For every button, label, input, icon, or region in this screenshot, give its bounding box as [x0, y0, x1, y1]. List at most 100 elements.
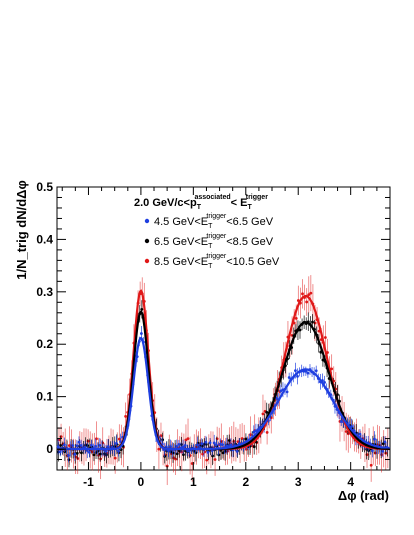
data-point	[87, 450, 91, 454]
data-point	[235, 449, 239, 453]
data-point	[67, 454, 70, 457]
data-point	[161, 438, 165, 442]
data-point	[174, 457, 177, 461]
data-point	[381, 449, 385, 453]
data-point	[358, 432, 362, 436]
data-point	[383, 440, 387, 444]
data-point	[205, 458, 209, 462]
data-point	[124, 415, 127, 418]
data-point	[62, 443, 66, 447]
data-point	[287, 376, 291, 379]
data-point	[63, 450, 67, 453]
series-layer	[56, 275, 391, 486]
data-point	[98, 443, 102, 447]
data-point	[75, 444, 79, 448]
data-point	[194, 451, 198, 455]
data-point	[221, 443, 224, 447]
data-point	[298, 328, 302, 332]
data-point	[339, 420, 343, 423]
data-point	[261, 412, 265, 416]
legend-entry-3: 8.5 GeV<ETtrigger<10.5 GeV	[154, 253, 280, 270]
y-tick-label-2: 0.2	[36, 337, 53, 351]
data-point	[285, 390, 289, 394]
data-point	[252, 430, 256, 434]
data-point	[181, 445, 185, 449]
data-point	[200, 442, 204, 445]
data-point	[175, 444, 179, 448]
data-point	[119, 448, 123, 451]
data-point	[67, 458, 71, 462]
data-point	[371, 449, 374, 453]
data-point	[58, 450, 62, 454]
data-point	[113, 456, 117, 460]
legend-marker-1	[144, 218, 150, 224]
data-point	[206, 450, 210, 454]
data-point	[86, 439, 90, 443]
data-point	[98, 452, 102, 456]
data-point	[182, 453, 185, 457]
data-point	[183, 444, 187, 447]
data-point	[117, 449, 120, 453]
data-point	[117, 437, 121, 441]
data-point	[314, 369, 318, 373]
x-tick-label-4: 3	[295, 475, 302, 489]
data-point	[307, 293, 311, 297]
y-tick-label-4: 0.4	[36, 232, 53, 246]
data-point	[79, 444, 83, 447]
data-point	[321, 358, 325, 362]
data-point	[275, 396, 279, 400]
data-point	[304, 369, 308, 373]
legend-header: 2.0 GeV/c<pTassociated< ETtrigger	[134, 194, 268, 211]
fit-curve-1	[56, 336, 391, 451]
data-point	[229, 443, 233, 447]
data-point	[305, 300, 309, 304]
y-axis-title: 1/N_trig dN/dΔφ	[14, 180, 29, 280]
y-tick-label-5: 0.5	[36, 180, 53, 194]
data-point	[179, 443, 183, 446]
plot-frame	[56, 186, 391, 471]
y-tick-label-3: 0.3	[36, 285, 53, 299]
data-point	[381, 442, 385, 446]
legend-entry-2: 6.5 GeV<ETtrigger<8.5 GeV	[154, 233, 274, 250]
data-point	[344, 430, 348, 433]
x-tick-label-1: 0	[138, 475, 145, 489]
data-point	[90, 443, 93, 447]
data-point	[200, 444, 204, 448]
data-point	[177, 443, 181, 446]
data-point	[311, 320, 314, 324]
data-point	[369, 463, 373, 467]
data-point	[212, 441, 216, 445]
data-point	[301, 292, 304, 296]
data-point	[367, 449, 371, 453]
data-point	[184, 438, 188, 442]
data-point	[219, 442, 222, 446]
data-point	[323, 380, 326, 384]
data-point	[296, 374, 299, 378]
data-point	[171, 451, 175, 455]
data-point	[169, 445, 172, 448]
data-point	[221, 451, 225, 455]
data-point	[252, 445, 256, 449]
data-point	[175, 452, 179, 456]
y-tick-label-1: 0.1	[36, 390, 53, 404]
data-point	[157, 447, 161, 451]
x-tick-label-0: -1	[83, 475, 94, 489]
data-point	[244, 437, 248, 441]
data-point	[86, 444, 90, 448]
legend-marker-2	[144, 238, 150, 244]
data-point	[94, 444, 98, 448]
data-point	[80, 451, 83, 455]
data-point	[350, 424, 354, 428]
x-tick-label-5: 4	[347, 475, 354, 489]
data-point	[211, 454, 214, 458]
data-point	[77, 440, 81, 444]
data-point	[186, 437, 190, 441]
axis-layer: -1 0 1 2 3 4 0 0.1 0.2 0.3 0.4 0.5	[36, 180, 390, 489]
data-point	[213, 458, 217, 461]
data-point	[140, 332, 143, 335]
data-point	[75, 451, 79, 455]
data-point	[59, 443, 63, 447]
data-point	[163, 454, 167, 458]
data-point	[294, 316, 298, 320]
data-point	[71, 444, 75, 447]
